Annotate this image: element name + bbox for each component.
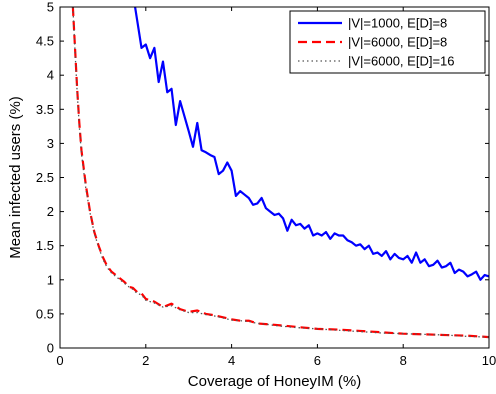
x-tick-label: 8	[400, 353, 407, 368]
x-axis-label: Coverage of HoneyIM (%)	[188, 373, 361, 390]
x-tick-label: 10	[482, 353, 496, 368]
legend-label-3: |V|=6000, E[D]=16	[348, 54, 455, 69]
y-tick-label: 0.5	[36, 306, 54, 321]
y-tick-label: 3.5	[36, 102, 54, 117]
series-layer	[71, 7, 489, 339]
ticks-layer: 0 2 4 6 8 10 0 0.5 1 1.5 2 2.5 3 3.5 4 4.5 5	[36, 0, 496, 368]
series-line-3	[72, 7, 489, 338]
y-axis-label: Mean infected users (%)	[7, 96, 24, 259]
legend-label-2: |V|=6000, E[D]=8	[348, 35, 447, 50]
y-tick-label: 0	[47, 341, 54, 356]
y-tick-label: 4	[47, 68, 54, 83]
x-tick-label: 6	[314, 353, 321, 368]
y-tick-label: 4.5	[36, 34, 54, 49]
x-tick-label: 0	[56, 353, 63, 368]
y-tick-label: 5	[47, 0, 54, 15]
legend-box	[289, 10, 486, 74]
legend-label-1: |V|=1000, E[D]=8	[348, 16, 447, 31]
y-tick-label: 2	[47, 204, 54, 219]
y-tick-label: 1.5	[36, 238, 54, 253]
series-line-1	[133, 7, 489, 281]
series-line-2	[71, 7, 489, 339]
y-tick-label: 2.5	[36, 170, 54, 185]
legend: |V|=1000, E[D]=8 |V|=6000, E[D]=8 |V|=6000…	[289, 10, 486, 74]
y-tick-label: 1	[47, 272, 54, 287]
y-tick-label: 3	[47, 136, 54, 151]
x-tick-label: 2	[142, 353, 149, 368]
x-tick-label: 4	[228, 353, 235, 368]
